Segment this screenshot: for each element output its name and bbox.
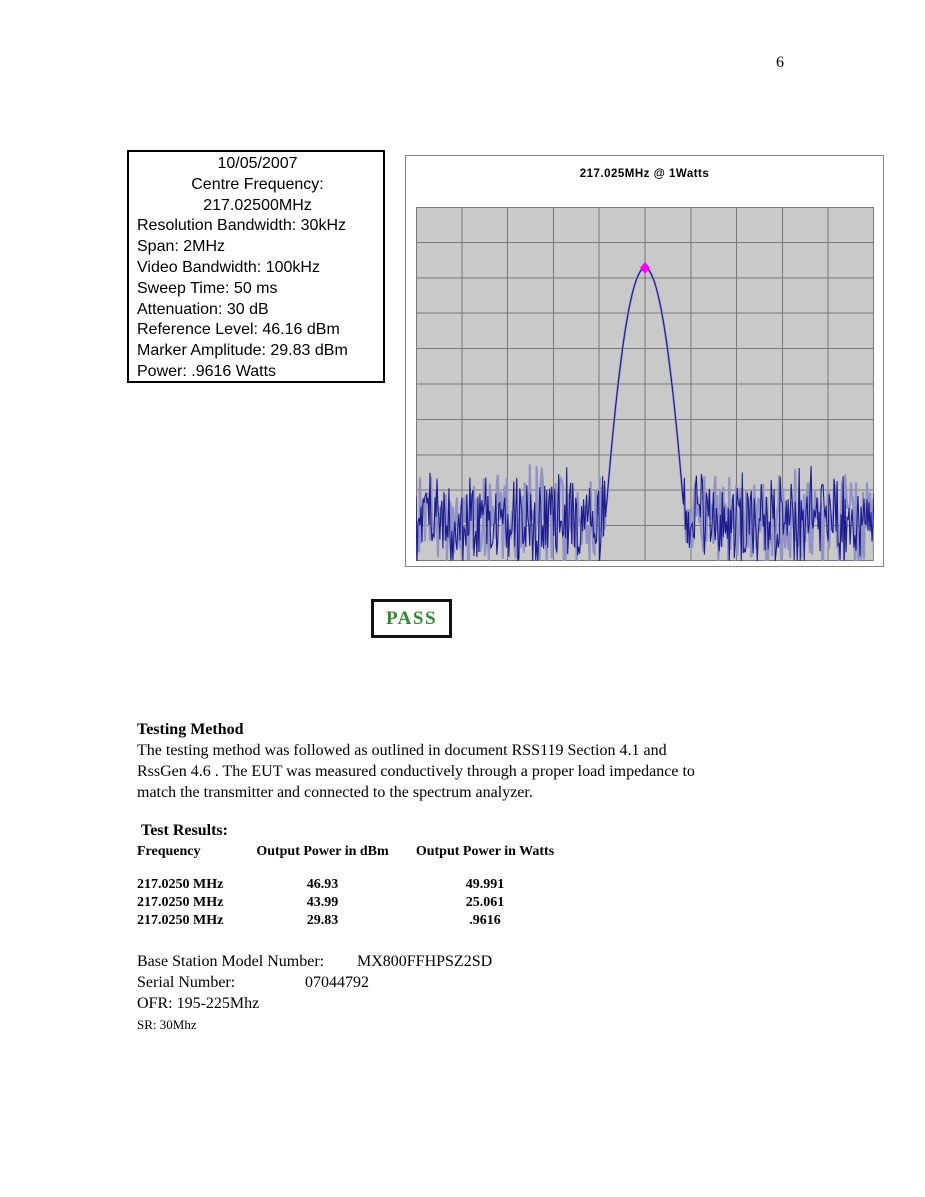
measurement-settings-box: 10/05/2007 Centre Frequency: 217.02500MH… (127, 150, 385, 383)
model-number-line: Base Station Model Number: MX800FFHPSZ2SD (137, 951, 492, 972)
settings-centre-frequency-label: Centre Frequency: (191, 175, 324, 193)
column-header-power-dbm: Output Power in dBm (256, 844, 389, 859)
ofr-line: OFR: 195-225Mhz (137, 995, 260, 1012)
settings-attenuation: Attenuation: 30 dB (137, 300, 269, 318)
serial-number-label: Serial Number: (137, 974, 236, 991)
settings-video-bandwidth: Video Bandwidth: 100kHz (137, 258, 320, 276)
cell-frequency: 217.0250 MHz (137, 877, 224, 892)
cell-power-watts: .9616 (469, 913, 501, 928)
settings-centre-frequency-value: 217.02500MHz (203, 196, 312, 214)
table-row: 217.0250 MHz 43.99 25.061 (137, 894, 607, 912)
testing-method-line: match the transmitter and connected to t… (137, 784, 533, 801)
settings-reference-level: Reference Level: 46.16 dBm (137, 321, 340, 339)
testing-method-section: Testing Method The testing method was fo… (137, 719, 797, 803)
model-number-value: MX800FFHPSZ2SD (357, 953, 493, 970)
settings-sweep-time: Sweep Time: 50 ms (137, 279, 278, 297)
peak-marker-icon (640, 261, 650, 274)
cell-frequency: 217.0250 MHz (137, 895, 224, 910)
model-number-label: Base Station Model Number: (137, 953, 325, 970)
cell-power-dbm: 29.83 (306, 913, 339, 928)
testing-method-line: RssGen 4.6 . The EUT was measured conduc… (137, 763, 695, 780)
test-results-header-row: Frequency Output Power in dBm Output Pow… (137, 844, 607, 860)
cell-power-watts: 25.061 (465, 895, 505, 910)
test-results-heading: Test Results: (141, 822, 228, 839)
serial-number-line: Serial Number: 07044792 (137, 972, 492, 993)
page-number: 6 (776, 54, 784, 71)
chart-title: 217.025MHz @ 1Watts (579, 168, 710, 180)
settings-span: Span: 2MHz (137, 238, 226, 256)
settings-power: Power: .9616 Watts (137, 362, 277, 380)
equipment-info-section: Base Station Model Number: MX800FFHPSZ2SD… (137, 951, 492, 1034)
cell-power-watts: 49.991 (465, 877, 505, 892)
column-header-frequency: Frequency (137, 844, 201, 859)
cell-frequency: 217.0250 MHz (137, 913, 224, 928)
table-row: 217.0250 MHz 29.83 .9616 (137, 912, 607, 930)
sr-line: SR: 30Mhz (137, 1017, 197, 1032)
pass-result-box: PASS (371, 599, 452, 638)
cell-power-dbm: 43.99 (306, 895, 339, 910)
testing-method-line: The testing method was followed as outli… (137, 742, 667, 759)
settings-marker-amplitude: Marker Amplitude: 29.83 dBm (137, 342, 348, 360)
pass-label: PASS (385, 607, 438, 629)
test-results-rows: 217.0250 MHz 46.93 49.991 217.0250 MHz 4… (137, 876, 607, 930)
testing-method-heading: Testing Method (137, 721, 244, 738)
table-row: 217.0250 MHz 46.93 49.991 (137, 876, 607, 894)
cell-power-dbm: 46.93 (306, 877, 339, 892)
column-header-power-watts: Output Power in Watts (415, 844, 555, 859)
serial-number-value: 07044792 (305, 974, 369, 991)
spectrum-chart-panel: 217.025MHz @ 1Watts (405, 155, 884, 567)
test-results-section: Test Results: Frequency Output Power in … (137, 822, 607, 930)
settings-date: 10/05/2007 (217, 155, 298, 172)
settings-resolution-bandwidth: Resolution Bandwidth: 30kHz (137, 217, 347, 235)
spectrum-analyzer-plot (416, 207, 874, 561)
